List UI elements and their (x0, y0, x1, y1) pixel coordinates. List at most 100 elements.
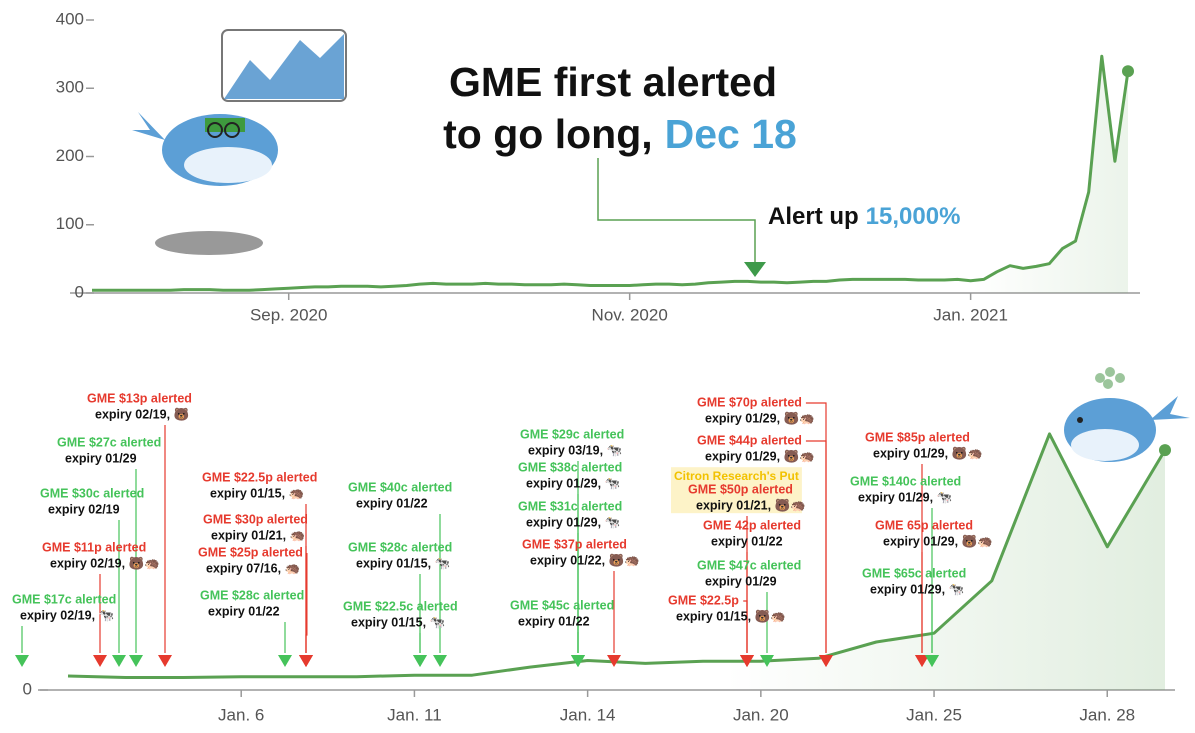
alert-detail: expiry 02/19, 🐄 (20, 608, 114, 622)
alert-detail: expiry 01/29, 🐄 (870, 582, 964, 596)
alert-detail: expiry 01/21, 🐻🦔 (696, 497, 806, 512)
alert-detail: expiry 01/15, 🐄 (356, 556, 450, 570)
alert-arrow (15, 655, 29, 667)
alert-title: GME $47c alerted (697, 558, 801, 572)
connector (805, 440, 827, 653)
alert-detail: expiry 02/19, 🐻🦔 (50, 555, 160, 570)
alert-detail: expiry 01/29 (65, 451, 137, 465)
alert-detail: expiry 02/19 (48, 502, 120, 516)
end-point (1122, 65, 1134, 78)
alert-title: GME 65p alerted (875, 518, 973, 532)
alert-title: GME $38c alerted (518, 460, 622, 474)
alert-detail: expiry 01/29, 🐄 (526, 476, 620, 490)
headline: GME first alerted (449, 59, 777, 105)
note-highlight (671, 467, 802, 514)
alert-arrow (760, 655, 774, 667)
alert-arrow (607, 655, 621, 667)
y-tick-label: 0 (75, 282, 84, 301)
callout-value: 15,000% (866, 203, 961, 230)
connector (597, 158, 756, 262)
alert-title: GME $11p alerted (42, 540, 146, 554)
alert-title: GME $28c alerted (348, 540, 452, 554)
connector (743, 600, 748, 653)
whale-illustration (1064, 367, 1190, 462)
alert-title: GME $30c alerted (40, 486, 144, 500)
alert-detail: expiry 01/29, 🐻🦔 (883, 533, 993, 548)
alert-title: GME $140c alerted (850, 474, 961, 488)
alert-detail: expiry 07/16, 🦔 (206, 561, 300, 575)
x-tick-label: Jan. 28 (1079, 705, 1135, 724)
x-tick-label: Jan. 6 (218, 705, 264, 724)
alert-arrow (129, 655, 143, 667)
x-tick-label: Jan. 20 (733, 705, 789, 724)
alert-detail: expiry 01/29, 🐻🦔 (705, 410, 815, 425)
y-tick-label: 200 (56, 146, 84, 165)
x-tick-label: Jan. 25 (906, 705, 962, 724)
alert-title: GME $22.5p (668, 593, 739, 607)
alert-arrow (740, 655, 754, 667)
whale-illustration (132, 29, 347, 255)
area (68, 433, 1165, 690)
alert-detail: expiry 01/15, 🐻🦔 (676, 608, 786, 623)
alert-title: GME $13p alerted (87, 391, 192, 405)
alert-arrow (744, 262, 766, 277)
connector (305, 553, 308, 653)
headline-date: Dec 18 (665, 111, 797, 157)
alert-detail: expiry 01/22 (208, 604, 280, 618)
alert-detail: expiry 01/15, 🐄 (351, 615, 445, 629)
x-tick-label: Sep. 2020 (250, 305, 328, 324)
x-tick-label: Jan. 14 (560, 705, 616, 724)
alert-title: GME $40c alerted (348, 480, 452, 494)
alert-title: GME $27c alerted (57, 435, 161, 449)
alert-title: GME $22.5p alerted (202, 470, 317, 484)
alert-title: GME $30p alerted (203, 512, 308, 526)
alert-detail: expiry 03/19, 🐄 (528, 443, 622, 457)
end-point (1159, 444, 1171, 457)
y-tick-label: 100 (56, 214, 84, 233)
alert-arrow (112, 655, 126, 667)
alert-title: GME $25p alerted (198, 545, 303, 559)
alert-title: GME $29c alerted (520, 427, 624, 441)
alert-arrow (299, 655, 313, 667)
alert-title: GME $22.5c alerted (343, 599, 458, 613)
alert-detail: expiry 01/29, 🐻🦔 (873, 445, 983, 460)
headline-text: to go long, (443, 111, 652, 157)
alert-detail: expiry 01/22 (518, 614, 590, 628)
y-tick-label: 300 (56, 78, 84, 97)
alert-detail: expiry 01/29, 🐻🦔 (705, 448, 815, 463)
alert-arrow (433, 655, 447, 667)
alert-detail: expiry 02/19, 🐻 (95, 406, 190, 421)
callout-text: Alert up (768, 203, 859, 230)
y-tick-label: 400 (56, 9, 84, 28)
alert-title: GME $44p alerted (697, 433, 802, 447)
alert-title: GME $65c alerted (862, 566, 966, 580)
alert-title: GME $28c alerted (200, 588, 304, 602)
alert-detail: expiry 01/15, 🦔 (210, 486, 304, 500)
alert-detail: expiry 01/29, 🐄 (526, 515, 620, 529)
alert-arrow (158, 655, 172, 667)
x-tick-label: Jan. 11 (387, 705, 442, 724)
alert-title: GME $31c alerted (518, 499, 622, 513)
alert-arrow (915, 655, 929, 667)
alert-detail: expiry 01/22 (356, 496, 428, 510)
alert-note: Citron Research's Put (674, 469, 799, 483)
alert-arrow (819, 655, 833, 667)
alert-title: GME $50p alerted (688, 482, 793, 496)
alert-arrow (93, 655, 107, 667)
headline: to go long, Dec 18 (443, 111, 797, 157)
alert-title: GME $17c alerted (12, 592, 116, 606)
alert-detail: expiry 01/21, 🦔 (211, 528, 305, 542)
alert-detail: expiry 01/29, 🐄 (858, 490, 952, 504)
callout: Alert up 15,000% (768, 203, 960, 230)
alert-title: GME $37p alerted (522, 537, 627, 551)
alert-title: GME $45c alerted (510, 598, 614, 612)
alert-detail: expiry 01/22 (711, 534, 783, 548)
alert-arrow (278, 655, 292, 667)
alert-title: GME 42p alerted (703, 518, 801, 532)
alert-arrow (571, 655, 585, 667)
alert-title: GME $85p alerted (865, 430, 970, 444)
x-tick-label: Nov. 2020 (592, 305, 668, 324)
alert-detail: expiry 01/29 (705, 574, 777, 588)
y-tick-label: 0 (23, 679, 32, 698)
